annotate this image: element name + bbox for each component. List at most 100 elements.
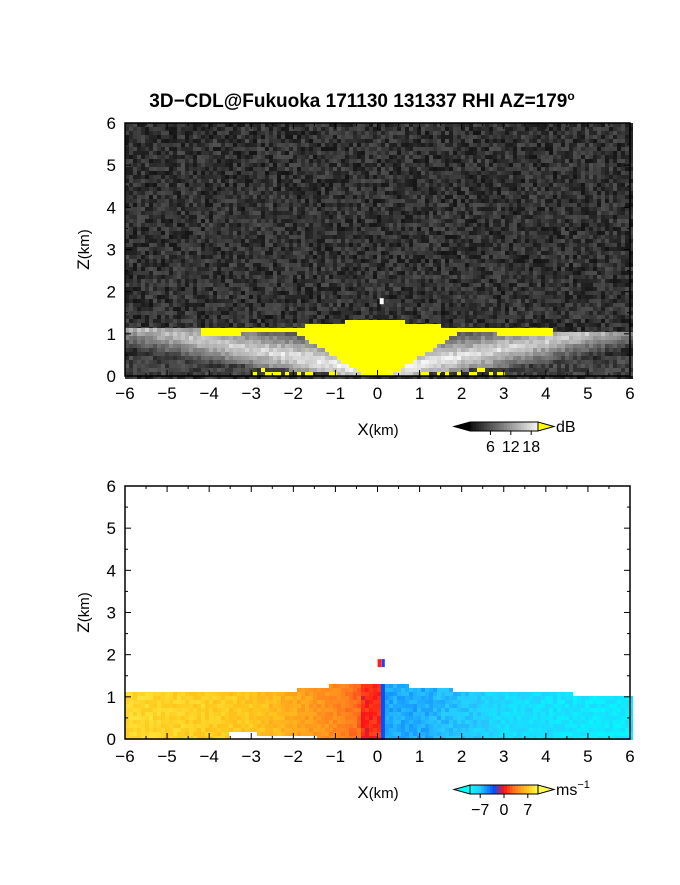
noise-cell bbox=[189, 219, 193, 223]
noise-cell bbox=[589, 223, 593, 227]
noise-cell bbox=[185, 215, 189, 219]
noise-cell bbox=[293, 127, 297, 131]
noise-cell bbox=[577, 203, 581, 207]
noise-cell bbox=[481, 251, 485, 255]
noise-cell bbox=[245, 183, 249, 187]
noise-cell bbox=[213, 131, 217, 135]
noise-cell bbox=[577, 239, 581, 243]
noise-cell bbox=[197, 275, 201, 279]
noise-cell bbox=[369, 219, 373, 223]
noise-cell bbox=[249, 151, 253, 155]
noise-cell bbox=[189, 227, 193, 231]
noise-cell bbox=[149, 131, 153, 135]
noise-cell bbox=[381, 147, 385, 151]
noise-cell bbox=[261, 215, 265, 219]
noise-cell bbox=[501, 267, 505, 271]
noise-cell bbox=[193, 159, 197, 163]
noise-cell bbox=[337, 135, 341, 139]
noise-cell bbox=[417, 163, 421, 167]
noise-cell bbox=[197, 195, 201, 199]
noise-cell bbox=[505, 143, 509, 147]
noise-cell bbox=[569, 263, 573, 267]
noise-cell bbox=[377, 131, 381, 135]
noise-cell bbox=[625, 223, 629, 227]
noise-cell bbox=[513, 271, 517, 275]
noise-cell bbox=[537, 215, 541, 219]
noise-cell bbox=[617, 123, 621, 127]
noise-cell bbox=[569, 147, 573, 151]
noise-cell bbox=[141, 155, 145, 159]
noise-cell bbox=[305, 219, 309, 223]
noise-cell bbox=[181, 155, 185, 159]
noise-cell bbox=[385, 259, 389, 263]
noise-cell bbox=[305, 187, 309, 191]
noise-cell bbox=[549, 239, 553, 243]
noise-cell bbox=[297, 135, 301, 139]
noise-cell bbox=[629, 239, 633, 243]
noise-cell bbox=[597, 267, 601, 271]
noise-cell bbox=[545, 139, 549, 143]
noise-cell bbox=[465, 171, 469, 175]
noise-cell bbox=[549, 247, 553, 251]
noise-cell bbox=[205, 127, 209, 131]
noise-cell bbox=[145, 199, 149, 203]
noise-cell bbox=[193, 191, 197, 195]
noise-cell bbox=[469, 227, 473, 231]
noise-cell bbox=[585, 235, 589, 239]
noise-cell bbox=[561, 255, 565, 259]
noise-cell bbox=[469, 207, 473, 211]
noise-cell bbox=[237, 163, 241, 167]
noise-cell bbox=[221, 255, 225, 259]
noise-cell bbox=[321, 259, 325, 263]
noise-cell bbox=[137, 219, 141, 223]
noise-cell bbox=[457, 203, 461, 207]
noise-cell bbox=[425, 163, 429, 167]
noise-cell bbox=[381, 219, 385, 223]
noise-cell bbox=[401, 235, 405, 239]
noise-cell bbox=[221, 143, 225, 147]
noise-cell bbox=[153, 263, 157, 267]
noise-cell bbox=[537, 203, 541, 207]
noise-cell bbox=[589, 155, 593, 159]
noise-cell bbox=[277, 143, 281, 147]
noise-cell bbox=[185, 207, 189, 211]
noise-cell bbox=[257, 131, 261, 135]
noise-cell bbox=[469, 131, 473, 135]
noise-cell bbox=[377, 143, 381, 147]
noise-cell bbox=[337, 131, 341, 135]
noise-cell bbox=[429, 131, 433, 135]
noise-cell bbox=[449, 127, 453, 131]
noise-cell bbox=[269, 251, 273, 255]
noise-cell bbox=[477, 239, 481, 243]
noise-cell bbox=[377, 151, 381, 155]
noise-cell bbox=[461, 187, 465, 191]
noise-cell bbox=[477, 127, 481, 131]
noise-cell bbox=[537, 267, 541, 271]
noise-cell bbox=[545, 127, 549, 131]
noise-cell bbox=[557, 239, 561, 243]
noise-cell bbox=[417, 135, 421, 139]
noise-cell bbox=[445, 143, 449, 147]
noise-cell bbox=[345, 191, 349, 195]
noise-cell bbox=[557, 271, 561, 275]
noise-cell bbox=[449, 179, 453, 183]
noise-cell bbox=[237, 203, 241, 207]
noise-cell bbox=[213, 223, 217, 227]
noise-cell bbox=[457, 223, 461, 227]
noise-cell bbox=[161, 127, 165, 131]
noise-cell bbox=[417, 123, 421, 127]
noise-cell bbox=[177, 163, 181, 167]
noise-cell bbox=[341, 255, 345, 259]
noise-cell bbox=[465, 131, 469, 135]
noise-cell bbox=[317, 227, 321, 231]
noise-cell bbox=[325, 151, 329, 155]
noise-cell bbox=[601, 267, 605, 271]
noise-cell bbox=[165, 247, 169, 251]
noise-cell bbox=[537, 271, 541, 275]
noise-cell bbox=[217, 167, 221, 171]
noise-cell bbox=[433, 171, 437, 175]
noise-cell bbox=[193, 235, 197, 239]
noise-cell bbox=[577, 191, 581, 195]
noise-cell bbox=[313, 163, 317, 167]
noise-cell bbox=[533, 251, 537, 255]
